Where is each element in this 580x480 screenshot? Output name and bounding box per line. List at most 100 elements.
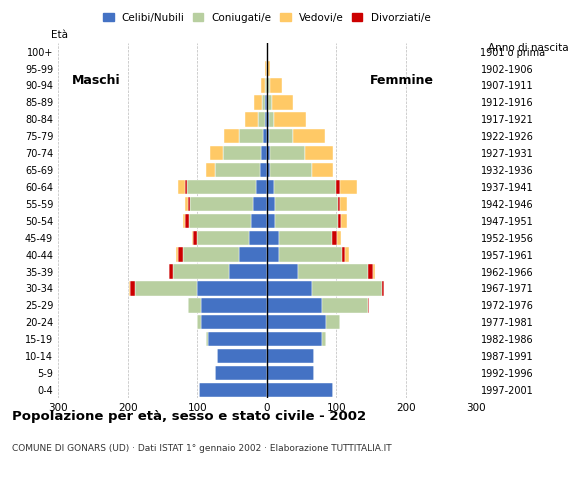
Bar	[267, 366, 314, 380]
Bar	[253, 95, 262, 109]
Bar	[267, 78, 268, 93]
Bar	[239, 129, 263, 144]
Bar	[183, 248, 239, 262]
Bar	[267, 180, 274, 194]
Bar	[267, 349, 314, 363]
Bar	[177, 248, 183, 262]
Bar	[262, 95, 266, 109]
Bar	[342, 248, 346, 262]
Bar	[326, 315, 340, 329]
Bar	[130, 281, 135, 296]
Bar	[208, 332, 267, 347]
Bar	[368, 264, 374, 279]
Bar	[197, 230, 249, 245]
Bar	[197, 281, 267, 296]
Text: Maschi: Maschi	[72, 74, 121, 87]
Bar	[337, 230, 340, 245]
Bar	[188, 197, 190, 211]
Bar	[215, 366, 267, 380]
Bar	[384, 281, 385, 296]
Bar	[186, 180, 187, 194]
Bar	[267, 146, 270, 160]
Bar	[305, 146, 333, 160]
Bar	[267, 315, 326, 329]
Bar	[269, 112, 274, 127]
Bar	[267, 163, 270, 177]
Bar	[267, 112, 269, 127]
Bar	[253, 197, 267, 211]
Bar	[338, 214, 341, 228]
Text: Anno di nascita: Anno di nascita	[488, 43, 568, 53]
Bar	[173, 264, 229, 279]
Bar	[249, 230, 267, 245]
Text: Femmine: Femmine	[370, 74, 434, 87]
Bar	[189, 214, 252, 228]
Bar	[176, 248, 177, 262]
Bar	[187, 180, 256, 194]
Bar	[266, 61, 267, 76]
Text: Età: Età	[51, 30, 68, 40]
Bar	[206, 163, 215, 177]
Bar	[201, 315, 267, 329]
Text: COMUNE DI GONARS (UD) · Dati ISTAT 1° gennaio 2002 · Elaborazione TUTTITALIA.IT: COMUNE DI GONARS (UD) · Dati ISTAT 1° ge…	[12, 444, 392, 453]
Bar	[211, 146, 223, 160]
Bar	[267, 298, 322, 312]
Bar	[274, 112, 306, 127]
Bar	[341, 214, 347, 228]
Bar	[274, 180, 336, 194]
Bar	[135, 281, 197, 296]
Bar	[275, 214, 338, 228]
Bar	[179, 180, 186, 194]
Bar	[263, 129, 267, 144]
Bar	[312, 163, 333, 177]
Bar	[206, 332, 208, 347]
Bar	[261, 78, 264, 93]
Bar	[267, 95, 268, 109]
Bar	[280, 248, 342, 262]
Bar	[267, 264, 298, 279]
Bar	[368, 298, 369, 312]
Bar	[322, 332, 326, 347]
Bar	[382, 281, 384, 296]
Bar	[312, 281, 382, 296]
Bar	[245, 112, 258, 127]
Bar	[184, 197, 188, 211]
Bar	[169, 264, 173, 279]
Bar	[267, 61, 270, 76]
Bar	[260, 163, 267, 177]
Bar	[271, 95, 292, 109]
Bar	[186, 214, 189, 228]
Bar	[190, 197, 253, 211]
Bar	[293, 129, 325, 144]
Bar	[267, 230, 280, 245]
Bar	[336, 180, 340, 194]
Bar	[267, 281, 312, 296]
Bar	[191, 230, 193, 245]
Bar	[270, 163, 312, 177]
Text: Popolazione per età, sesso e stato civile - 2002: Popolazione per età, sesso e stato civil…	[12, 410, 366, 423]
Bar	[267, 332, 322, 347]
Bar	[264, 78, 267, 93]
Bar	[223, 146, 261, 160]
Legend: Celibi/Nubili, Coniugati/e, Vedovi/e, Divorziati/e: Celibi/Nubili, Coniugati/e, Vedovi/e, Di…	[103, 13, 430, 23]
Bar	[183, 214, 186, 228]
Bar	[258, 112, 264, 127]
Bar	[261, 146, 267, 160]
Bar	[270, 78, 282, 93]
Bar	[193, 230, 197, 245]
Bar	[266, 95, 267, 109]
Bar	[280, 230, 332, 245]
Bar	[340, 180, 357, 194]
Bar	[268, 95, 271, 109]
Bar	[332, 230, 337, 245]
Bar	[267, 383, 333, 397]
Bar	[197, 315, 201, 329]
Bar	[198, 383, 267, 397]
Bar	[338, 197, 340, 211]
Bar	[322, 298, 368, 312]
Bar	[346, 248, 349, 262]
Bar	[239, 248, 267, 262]
Bar	[267, 248, 280, 262]
Bar	[267, 214, 275, 228]
Bar	[275, 197, 338, 211]
